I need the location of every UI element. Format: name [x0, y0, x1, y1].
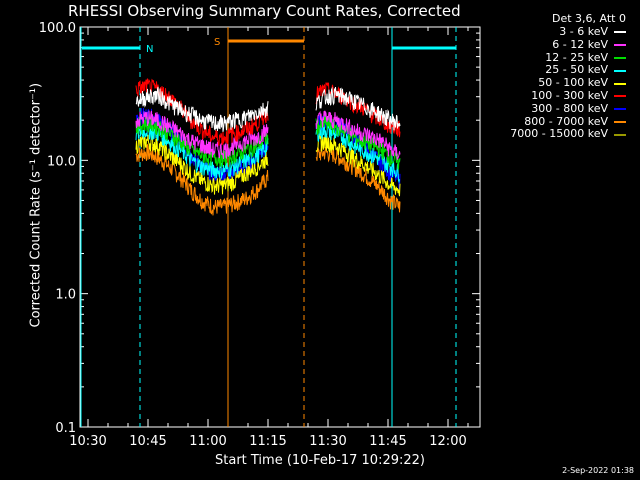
- legend-label: 25 - 50 keV: [545, 63, 608, 77]
- legend-label: 3 - 6 keV: [559, 25, 608, 38]
- series-line: [135, 86, 269, 132]
- series-line: [135, 143, 269, 216]
- legend-label: 100 - 300 keV: [531, 88, 608, 102]
- x-tick-label: 10:30: [69, 434, 106, 449]
- legend-label: 6 - 12 keV: [552, 37, 608, 51]
- legend-entry: 800 - 7000 keV: [496, 114, 626, 129]
- legend-swatch: [614, 69, 626, 72]
- legend: Det 3,6, Att 0 3 - 6 keV 6 - 12 keV 12 - 2…: [496, 12, 626, 141]
- legend-swatch: [614, 31, 626, 34]
- legend-swatch: [614, 133, 626, 136]
- x-tick-label: 11:45: [369, 434, 406, 449]
- y-tick-label: 1.0: [55, 288, 76, 303]
- legend-entry: 300 - 800 keV: [496, 101, 626, 116]
- series-line: [135, 110, 269, 160]
- saa-marker-label: S: [214, 37, 220, 48]
- y-tick-label: 0.1: [55, 421, 76, 436]
- x-tick-label: 10:45: [129, 434, 166, 449]
- legend-entry: 100 - 300 keV: [496, 88, 626, 103]
- legend-entry: 3 - 6 keV: [496, 25, 626, 39]
- x-tick-label: 12:00: [429, 434, 466, 449]
- plot-frame: [79, 26, 481, 428]
- night-marker-label: N: [146, 44, 153, 55]
- legend-swatch: [614, 56, 626, 59]
- legend-label: 7000 - 15000 keV: [510, 127, 608, 141]
- legend-entry: 7000 - 15000 keV: [496, 128, 626, 141]
- legend-label: 50 - 100 keV: [538, 76, 608, 90]
- chart-title: RHESSI Observing Summary Count Rates, Co…: [68, 2, 461, 20]
- date-stamp: 2-Sep-2022 01:38: [562, 466, 634, 475]
- x-tick-label: 11:30: [309, 434, 346, 449]
- legend-entry: 25 - 50 keV: [496, 64, 626, 77]
- series-line: [135, 122, 269, 179]
- y-axis-label: Corrected Count Rate (s⁻¹ detector⁻¹): [28, 82, 44, 328]
- x-tick-label: 11:15: [249, 434, 286, 449]
- legend-label: 300 - 800 keV: [531, 101, 608, 115]
- legend-entry: 50 - 100 keV: [496, 76, 626, 90]
- legend-swatch: [614, 120, 626, 123]
- legend-entry: 6 - 12 keV: [496, 37, 626, 52]
- series-line: [315, 133, 401, 197]
- x-axis-label: Start Time (10-Feb-17 10:29:22): [215, 453, 425, 468]
- legend-swatch: [614, 44, 626, 47]
- legend-entry: 12 - 25 keV: [496, 50, 626, 65]
- legend-swatch: [614, 95, 626, 98]
- series-line: [315, 110, 401, 160]
- legend-label: 12 - 25 keV: [545, 50, 608, 64]
- legend-swatch: [614, 108, 626, 111]
- series-line: [315, 86, 401, 131]
- legend-swatch: [614, 82, 626, 85]
- y-tick-label: 10.0: [47, 154, 76, 169]
- x-tick-label: 11:00: [189, 434, 226, 449]
- legend-label: 800 - 7000 keV: [524, 114, 608, 128]
- series-line: [315, 123, 401, 184]
- y-tick-label: 100.0: [39, 21, 76, 36]
- legend-header: Det 3,6, Att 0: [552, 12, 626, 25]
